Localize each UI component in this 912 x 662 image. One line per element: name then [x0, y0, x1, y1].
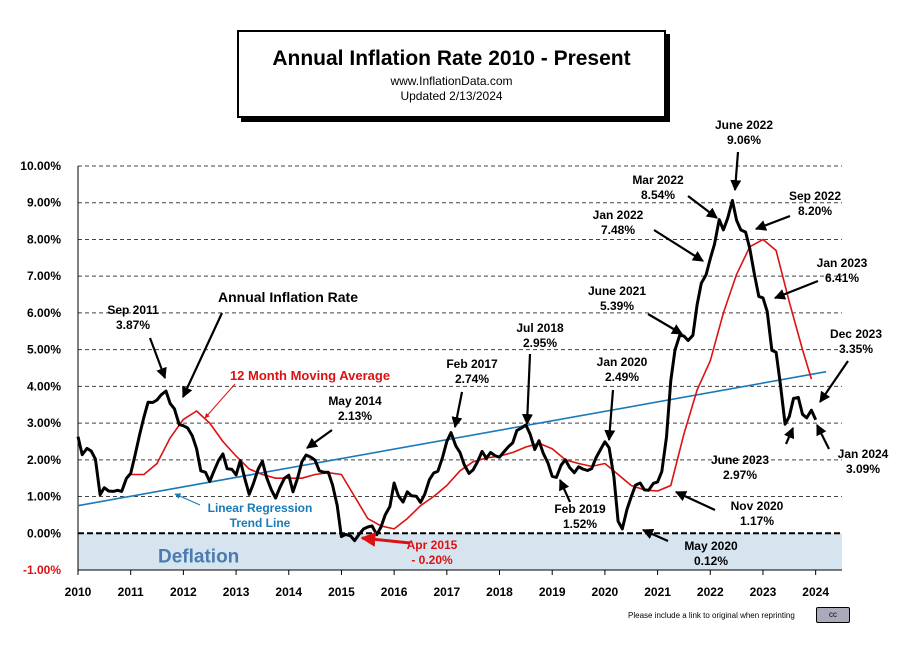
annotation-arrow: [687, 195, 718, 219]
annotation-label: June 2023: [711, 453, 769, 467]
x-tick-label: 2023: [750, 585, 777, 599]
annotation-arrow: [816, 424, 830, 450]
annotation-value: 5.39%: [600, 299, 634, 313]
annotation-arrow: [641, 528, 669, 543]
annotation-label: Linear Regression: [208, 501, 313, 515]
annotation-arrow: [148, 337, 167, 380]
y-tick-label: 10.00%: [20, 159, 61, 173]
y-tick-label: -1.00%: [23, 563, 61, 577]
annotation-label: Apr 2015: [407, 538, 458, 552]
x-tick-label: 2015: [328, 585, 355, 599]
annotation-arrow: [604, 389, 616, 442]
y-tick-label: 0.00%: [27, 526, 61, 540]
annotation-label: May 2020: [684, 539, 738, 553]
annotation-label: May 2014: [328, 394, 382, 408]
annotation-arrow: [558, 478, 572, 503]
x-tick-label: 2011: [118, 585, 144, 599]
annotation-arrow: [360, 531, 411, 547]
annotation-label: Jan 2023: [817, 256, 868, 270]
y-tick-label: 5.00%: [27, 343, 61, 357]
annotation-value: - 0.20%: [411, 553, 453, 567]
annotation-value: 8.54%: [641, 188, 675, 202]
deflation-label: Deflation: [158, 546, 239, 567]
annotation-arrow: [204, 383, 236, 419]
annotation-label: June 2021: [588, 284, 646, 298]
annotation-label: June 2022: [715, 118, 773, 132]
deflation-band: [78, 533, 842, 570]
annotation-label: Dec 2023: [830, 327, 882, 341]
annotation-value: 8.20%: [798, 204, 832, 218]
source-url[interactable]: www.InflationData.com: [390, 74, 513, 88]
annotation-arrow: [306, 429, 333, 449]
y-tick-label: 7.00%: [27, 269, 61, 283]
x-tick-label: 2019: [539, 585, 566, 599]
annotation-value: 2.13%: [338, 409, 372, 423]
chart-title: Annual Inflation Rate 2010 - Present: [272, 47, 631, 70]
annotation-label: Jan 2020: [597, 355, 648, 369]
x-tick-label: 2012: [170, 585, 197, 599]
annotation-label: Feb 2017: [446, 357, 498, 371]
x-tick-label: 2014: [275, 585, 302, 599]
annotation-value: 1.17%: [740, 514, 774, 528]
annotation-value: 1.52%: [563, 517, 597, 531]
y-tick-label: 9.00%: [27, 196, 61, 210]
annotation-label: Annual Inflation Rate: [218, 289, 358, 305]
y-tick-label: 6.00%: [27, 306, 61, 320]
x-tick-label: 2021: [644, 585, 671, 599]
annotation-label: Feb 2019: [554, 502, 606, 516]
annotation-label: Jan 2024: [838, 447, 889, 461]
x-tick-label: 2020: [592, 585, 619, 599]
y-tick-label: 1.00%: [27, 490, 61, 504]
x-tick-label: 2010: [65, 585, 92, 599]
title-box: Annual Inflation Rate 2010 - Present www…: [237, 30, 666, 118]
annotation-arrow: [819, 360, 849, 403]
annotation-arrow: [174, 493, 201, 506]
annotation-arrow: [773, 279, 819, 300]
annotation-label: Sep 2011: [107, 303, 159, 317]
annotation-label: Mar 2022: [632, 173, 684, 187]
x-tick-label: 2013: [223, 585, 250, 599]
annotation-arrow: [754, 214, 791, 231]
annotation-value: 0.12%: [694, 554, 728, 568]
annotation-value: 3.35%: [839, 342, 873, 356]
y-tick-label: 3.00%: [27, 416, 61, 430]
series-annual-inflation-rate: [76, 199, 818, 543]
annotation-arrow: [653, 229, 704, 262]
annotation-value: 3.87%: [116, 318, 150, 332]
annotation-label: Jan 2022: [593, 208, 644, 222]
y-tick-label: 8.00%: [27, 232, 61, 246]
annotation-label: Nov 2020: [731, 499, 784, 513]
annotation-value: 7.48%: [601, 223, 635, 237]
annotation-value: 2.97%: [723, 468, 757, 482]
annotation-arrow: [451, 391, 464, 429]
creative-commons-badge: cc: [816, 607, 850, 623]
annotation-value: 6.41%: [825, 271, 859, 285]
updated-date: Updated 2/13/2024: [400, 89, 503, 103]
x-tick-label: 2024: [802, 585, 829, 599]
y-tick-label: 4.00%: [27, 379, 61, 393]
annotation-label: Jul 2018: [516, 321, 564, 335]
x-tick-label: 2018: [486, 585, 513, 599]
reprint-credit: Please include a link to original when r…: [628, 611, 795, 620]
annotation-arrow: [783, 426, 795, 445]
annotation-arrow: [647, 313, 683, 335]
annotation-value: Trend Line: [230, 516, 291, 530]
annotation-arrow: [730, 151, 742, 192]
annotation-value: 2.95%: [523, 336, 557, 350]
annotation-arrow: [521, 353, 533, 426]
annotation-label: Sep 2022: [789, 189, 841, 203]
series-12-month-moving-average: [130, 238, 813, 530]
annotation-arrow: [182, 312, 223, 398]
y-tick-label: 2.00%: [27, 453, 61, 467]
annotation-arrow: [675, 491, 716, 511]
x-tick-label: 2022: [697, 585, 724, 599]
x-tick-label: 2016: [381, 585, 408, 599]
annotation-value: 3.09%: [846, 462, 880, 476]
annotation-value: 2.74%: [455, 372, 489, 386]
x-tick-label: 2017: [433, 585, 460, 599]
annotation-value: 2.49%: [605, 370, 639, 384]
annotation-label: 12 Month Moving Average: [230, 368, 390, 383]
annotation-value: 9.06%: [727, 133, 761, 147]
